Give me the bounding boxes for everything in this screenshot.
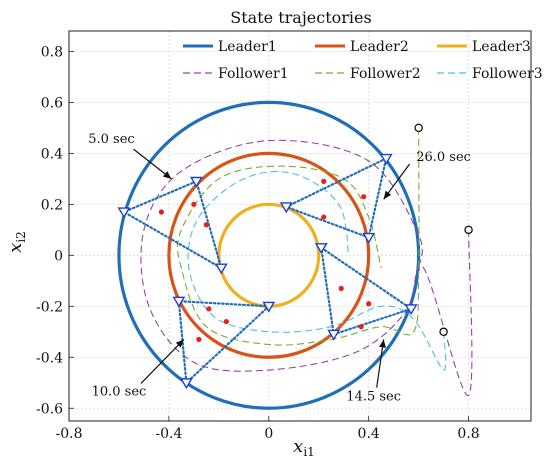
agent-marker	[314, 243, 328, 254]
svg-text:xi2: xi2	[5, 231, 28, 253]
y-tick-label: 0.4	[41, 146, 63, 162]
follower-dot	[206, 306, 212, 312]
y-tick-label: 0	[54, 248, 63, 264]
follower-dot	[338, 285, 344, 292]
follower-dot	[196, 336, 202, 343]
x-tick-label: 0.8	[457, 426, 479, 442]
legend: Leader1 Leader2 Leader3 Follower1 Follower2 F…	[183, 39, 543, 82]
formation-edges	[283, 156, 388, 239]
annotation-arrowhead	[383, 190, 392, 200]
y-tick-label: -0.6	[36, 401, 63, 417]
formation-edges	[319, 245, 414, 336]
series-follower2	[176, 127, 420, 346]
follower-dot	[366, 301, 372, 307]
follower-dot	[361, 194, 367, 200]
annotation-label: 10.0 sec	[92, 385, 147, 400]
agent-marker	[379, 153, 393, 165]
follower-dot	[321, 178, 327, 184]
annotation-arrow	[140, 339, 185, 384]
x-tick-label: -0.4	[155, 426, 182, 442]
series-leader2	[167, 151, 371, 359]
y-tick-label: -0.4	[36, 350, 63, 366]
follower-dot	[158, 209, 164, 215]
annotation-label: 5.0 sec	[88, 132, 134, 147]
annotation-arrow	[133, 148, 172, 180]
svg-text:xi1: xi1	[293, 436, 315, 459]
annotation-arrowhead	[162, 171, 172, 179]
legend-label-leader2: Leader2	[350, 39, 409, 55]
annotation-label: 26.0 sec	[416, 150, 471, 165]
annotation-label: 14.5 sec	[346, 390, 401, 405]
y-tick-label: 0.8	[41, 44, 63, 60]
chart-title: State trajectories	[230, 8, 371, 27]
x-tick-label: -0.8	[56, 426, 83, 442]
agent-marker	[327, 329, 341, 341]
y-axis-label: xi2	[5, 231, 28, 253]
agent-marker	[279, 202, 293, 214]
agent-marker	[362, 232, 376, 244]
follower-dot	[191, 201, 197, 207]
series-follower3	[187, 171, 447, 371]
axes-frame	[68, 30, 532, 422]
legend-label-leader1: Leader1	[218, 39, 277, 55]
annotation-arrowhead	[175, 339, 184, 348]
follower-dot	[321, 214, 327, 220]
y-tick-label: -0.2	[36, 299, 63, 315]
follower-dot	[358, 324, 364, 330]
start-marker-follower1	[464, 225, 473, 235]
legend-label-follower1: Follower1	[218, 66, 289, 82]
start-marker-follower3	[439, 327, 448, 337]
agent-marker	[172, 296, 186, 308]
x-tick-label: 0	[264, 426, 273, 442]
agent-marker	[189, 176, 203, 188]
x-tick-label: 0.4	[358, 426, 380, 442]
y-tick-label: 0.6	[41, 95, 63, 111]
follower-dot	[203, 222, 209, 228]
series-follower1	[140, 139, 473, 397]
legend-label-leader3: Leader3	[472, 39, 531, 55]
agent-marker	[262, 301, 276, 313]
y-tick-label: 0.2	[41, 197, 63, 213]
start-marker-follower2	[414, 123, 423, 133]
annotation-arrow	[376, 339, 385, 388]
agent-marker	[117, 207, 131, 219]
plot-area: 5.0 sec 26.0 sec 10.0 sec 14.5 sec	[88, 100, 473, 410]
agent-marker	[214, 263, 228, 275]
agent-marker	[404, 304, 418, 316]
axis-ticks: -0.8 -0.4 0 0.4 0.8 -0.6 -0.4 -0.2 0 0.2 0.4 0.6 0.8	[36, 30, 532, 442]
follower-dot	[223, 318, 229, 325]
agent-marker	[179, 378, 193, 390]
legend-label-follower2: Follower2	[350, 66, 421, 82]
annotation-arrowhead	[379, 339, 386, 348]
x-axis-label: xi1	[293, 436, 315, 459]
legend-label-follower3: Follower3	[472, 66, 543, 82]
